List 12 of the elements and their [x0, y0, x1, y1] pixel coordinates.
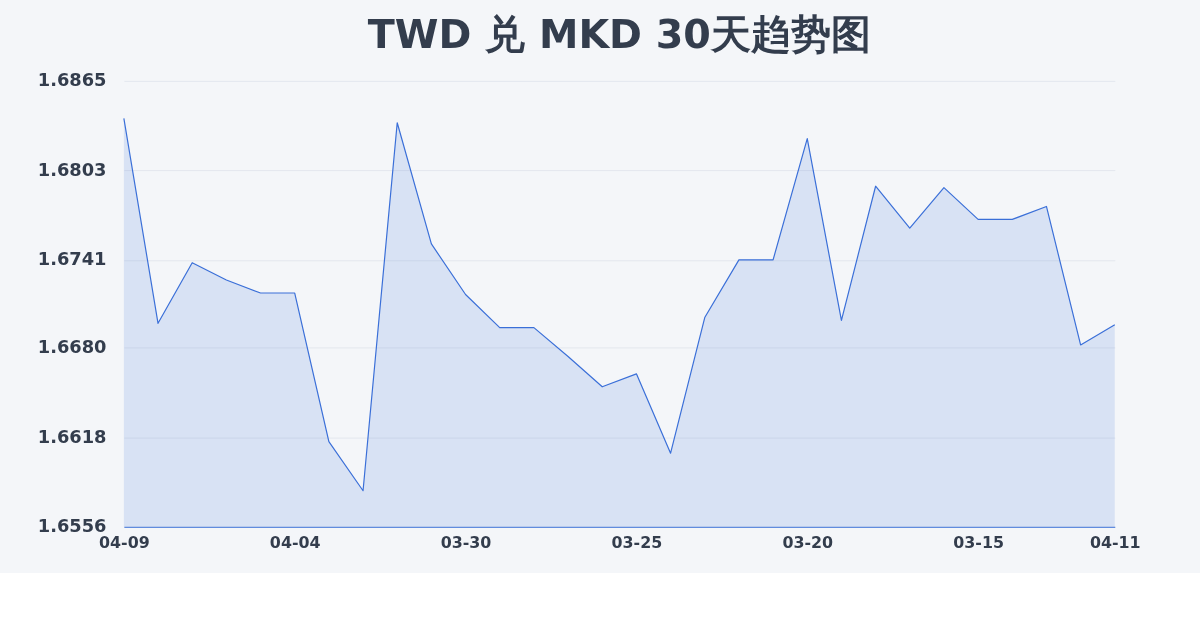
y-tick-label: 1.6865	[37, 69, 107, 91]
x-tick-label: 03-15	[953, 533, 1004, 553]
y-tick-label: 1.6741	[37, 248, 107, 270]
chart-title: TWD 兑 MKD 30天趋势图	[367, 11, 871, 58]
y-tick-label: 1.6680	[37, 336, 107, 358]
x-tick-label: 04-04	[269, 533, 321, 553]
y-tick-label: 1.6803	[37, 158, 107, 180]
x-tick-label: 03-25	[611, 533, 663, 553]
x-tick-label: 03-20	[782, 533, 834, 553]
x-tick-label: 04-11	[1089, 533, 1141, 553]
y-tick-label: 1.6618	[37, 425, 107, 447]
x-tick-label: 03-30	[440, 533, 492, 553]
